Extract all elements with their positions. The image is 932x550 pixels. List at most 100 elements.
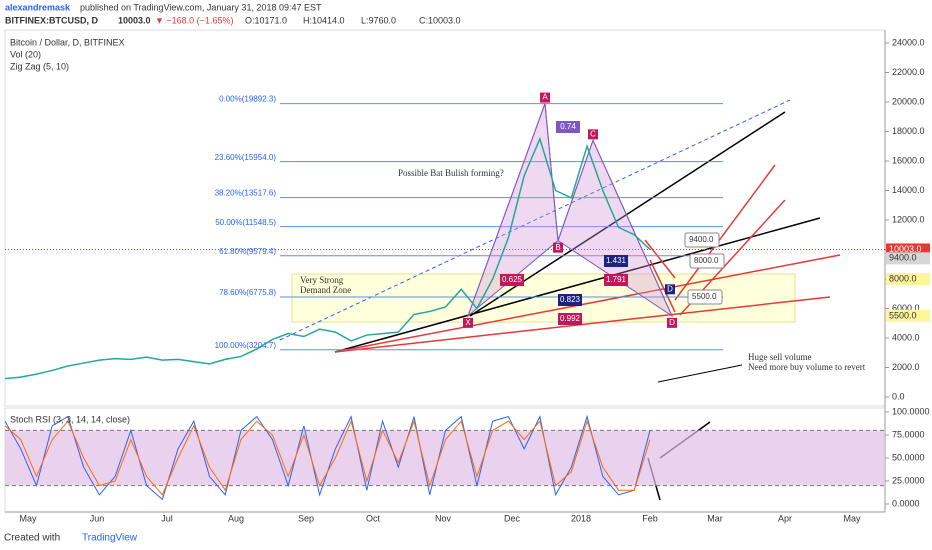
pattern-point (553, 242, 563, 253)
ratio-box (558, 294, 582, 306)
ratio-label: 1.431 (606, 256, 627, 265)
callout (684, 232, 720, 248)
legend: Zig Zag (5, 10) (10, 61, 69, 71)
y-tick-label: 75.0000 (892, 429, 925, 439)
ohlc: L:9760.0 (361, 15, 396, 25)
pattern-label: C (590, 129, 596, 138)
fib-label: 23.60%(15954.0) (215, 153, 277, 162)
x-tick-label: May (843, 513, 861, 523)
ratio-label: 0.625 (502, 275, 523, 284)
y-tick-label: 20000.0 (892, 96, 925, 106)
y-tick-label: 14000.0 (892, 185, 925, 195)
x-tick-label: Jul (161, 513, 173, 523)
fib-label: 0.00%(19892.3) (219, 95, 276, 104)
pattern-point (588, 129, 598, 140)
fib-label: 78.60%(6775.8) (219, 288, 276, 297)
annotation: Possible Bat Bulish forming? (398, 168, 504, 178)
ohlc: O:10171.0 (245, 15, 287, 25)
red-lines (334, 164, 841, 353)
rsi-band (5, 430, 885, 486)
published: published on TradingView.com, January 31… (80, 2, 322, 12)
y-tick-label: 16000.0 (892, 155, 925, 165)
y-tick-label: 18000.0 (892, 126, 925, 136)
fib-label: 50.00%(11548.5) (215, 218, 276, 227)
y-tick-label: 12000.0 (892, 214, 925, 224)
pattern-point (665, 284, 675, 295)
x-tick-label: Feb (642, 513, 658, 523)
y-tick-label: 100.0000 (892, 406, 930, 416)
legend: Stoch RSI (3, 3, 14, 14, close) (10, 414, 130, 424)
fib-label: 100.00%(3204.7) (215, 341, 277, 350)
x-tick-label: 2018 (571, 513, 591, 523)
legend: Bitcoin / Dollar, D, BITFINEX (10, 37, 125, 47)
x-tick-label: Mar (707, 513, 723, 523)
y-tick-label: 0.0000 (892, 498, 920, 508)
callout (689, 253, 725, 269)
annotation: Very Strong (300, 275, 344, 285)
y-tick-label: 22000.0 (892, 67, 925, 77)
pattern-label: D (667, 284, 673, 293)
ratio-box (556, 121, 580, 133)
pattern-point (667, 317, 677, 328)
pattern-label: X (465, 318, 471, 327)
price-tag (886, 309, 930, 322)
pattern-label: A (542, 93, 548, 102)
callout-label: 5500.0 (692, 292, 717, 301)
pattern-line (467, 103, 673, 317)
x-tick-label: Sep (298, 513, 314, 523)
x-tick-label: Jun (90, 513, 105, 523)
price-tag-label: 5500.0 (889, 310, 917, 320)
x-tick-label: Nov (435, 513, 452, 523)
rsi-series (4, 419, 651, 496)
price-tag (886, 273, 930, 285)
price-series (4, 136, 651, 380)
last: 10003.0 (118, 15, 151, 25)
ratio-label: 0.74 (560, 122, 576, 131)
price-tag-label: 9400.0 (889, 253, 917, 263)
change: ▼ −168.0 (−1.65%) (155, 15, 233, 25)
ratio-label: 1.791 (606, 275, 627, 284)
x-tick-label: May (19, 513, 37, 523)
pattern-point (463, 317, 473, 328)
ratio-label: 0.823 (560, 295, 581, 304)
y-tick-label: 50.0000 (892, 452, 925, 462)
dashed-trend (279, 99, 791, 341)
x-tick-label: Oct (366, 513, 381, 523)
annotation: Demand Zone (300, 285, 351, 295)
legend: Vol (20) (10, 49, 41, 59)
pattern-point (540, 92, 550, 103)
pattern-label: B (555, 243, 560, 252)
ratio-label: 0.992 (560, 314, 581, 323)
y-tick-label: 24000.0 (892, 37, 925, 47)
x-tick-label: Apr (778, 513, 792, 523)
author[interactable]: alexandremask (5, 2, 71, 12)
fib-label: 38.20%(13517.6) (215, 189, 277, 198)
pattern-label: D (669, 318, 675, 327)
price-tag-label: 10003.0 (889, 244, 922, 254)
y-tick-label: 25.0000 (892, 475, 925, 485)
footer: Created with (4, 533, 60, 544)
y-tick-label: 4000.0 (892, 332, 920, 342)
ratio-box (604, 274, 628, 286)
annotation: Huge sell volume (748, 352, 812, 362)
pointer (657, 364, 743, 383)
ohlc: H:10414.0 (303, 15, 345, 25)
price-tag (886, 252, 930, 265)
ratio-box (500, 274, 524, 286)
callout-label: 8000.0 (694, 256, 719, 265)
x-tick-label: Dec (504, 513, 521, 523)
symbol: BITFINEX:BTCUSD, D (5, 15, 98, 25)
y-tick-label: 6000.0 (892, 303, 920, 313)
y-tick-label: 0.0 (892, 391, 905, 401)
callout-label: 9400.0 (689, 235, 714, 244)
fib-label: 61.80%(9579.4) (219, 247, 276, 256)
price-tag-label: 8000.0 (889, 273, 917, 283)
ratio-box (604, 255, 628, 267)
ratio-box (558, 313, 582, 325)
brand[interactable]: TradingView (82, 533, 138, 544)
callout (687, 289, 723, 305)
annotation: Need more buy volume to revert (748, 362, 866, 372)
ohlc: C:10003.0 (419, 15, 461, 25)
y-tick-label: 2000.0 (892, 362, 920, 372)
